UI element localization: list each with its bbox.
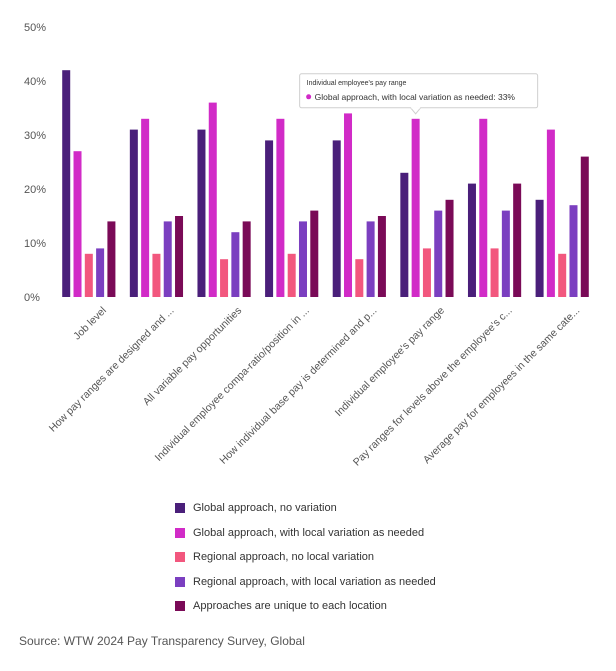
bar (310, 210, 319, 297)
bar (276, 118, 285, 297)
legend-item[interactable]: Approaches are unique to each location (175, 594, 436, 619)
y-tick-label: 50% (24, 22, 46, 34)
legend-swatch (175, 576, 185, 587)
bar (152, 253, 161, 297)
tooltip: Individual employee's pay range Global ap… (299, 73, 539, 115)
category-label: Individual employee compa-ratio/position… (153, 305, 312, 464)
category-label: Job level (71, 305, 109, 343)
bar (366, 221, 375, 297)
tooltip-text: Global approach, with local variation as… (315, 92, 516, 102)
legend-swatch (175, 503, 185, 514)
legend-label: Regional approach, no local variation (193, 551, 375, 564)
tooltip-dot (306, 94, 312, 100)
legend-item[interactable]: Global approach, with local variation as… (175, 521, 436, 546)
bar (479, 118, 488, 297)
bar (220, 259, 229, 297)
bar (467, 183, 476, 297)
category-label: Individual employee's pay range (333, 305, 447, 419)
tooltip-title: Individual employee's pay range (307, 80, 407, 87)
bar (129, 129, 138, 297)
bar (298, 221, 307, 297)
bar (62, 70, 71, 297)
bar (377, 216, 386, 297)
y-tick-label: 20% (24, 184, 46, 196)
category-label: How pay ranges are designed and ... (47, 305, 177, 435)
bar (84, 253, 93, 297)
category-label: Average pay for employees in the same ca… (421, 305, 582, 466)
bar (355, 259, 364, 297)
bar (141, 118, 150, 297)
bar (400, 172, 409, 297)
category-label: Pay ranges for levels above the employee… (351, 305, 515, 469)
legend-label: Global approach, no variation (193, 502, 337, 515)
bar (175, 216, 184, 297)
bar (501, 210, 510, 297)
bar (96, 248, 105, 297)
bar (513, 183, 522, 297)
y-tick-label: 0% (24, 292, 40, 304)
legend-swatch (175, 601, 185, 612)
bar (73, 151, 82, 297)
legend-item[interactable]: Global approach, no variation (175, 496, 436, 521)
y-tick-label: 30% (24, 130, 46, 142)
bar (344, 113, 353, 298)
bar (197, 129, 206, 297)
chart-legend: Global approach, no variation Global appr… (175, 496, 436, 619)
bar (411, 118, 420, 297)
legend-item[interactable]: Regional approach, with local variation … (175, 570, 436, 595)
bar (265, 140, 274, 297)
legend-label: Global approach, with local variation as… (193, 526, 425, 539)
bar (332, 140, 341, 297)
legend-swatch (175, 527, 185, 538)
bar (434, 210, 443, 297)
legend-item[interactable]: Regional approach, no local variation (175, 545, 436, 570)
y-tick-label: 10% (24, 238, 46, 250)
bar (231, 232, 240, 297)
bar (242, 221, 251, 297)
y-tick-label: 40% (24, 76, 46, 88)
bar (287, 253, 296, 297)
legend-label: Approaches are unique to each location (193, 600, 387, 613)
bar (208, 102, 217, 297)
tooltip-pointer (410, 107, 422, 115)
bar (535, 199, 544, 297)
bar (163, 221, 172, 297)
legend-label: Regional approach, with local variation … (193, 575, 436, 588)
bar (490, 248, 499, 297)
bar (546, 129, 555, 297)
bar (558, 253, 567, 297)
source-note: Source: WTW 2024 Pay Transparency Survey… (19, 634, 305, 648)
bar (580, 156, 589, 297)
bar (107, 221, 116, 297)
legend-swatch (175, 552, 185, 563)
category-label: How individual base pay is determined an… (217, 305, 379, 467)
bar (422, 248, 431, 297)
bar (445, 199, 454, 297)
bar (569, 205, 578, 297)
